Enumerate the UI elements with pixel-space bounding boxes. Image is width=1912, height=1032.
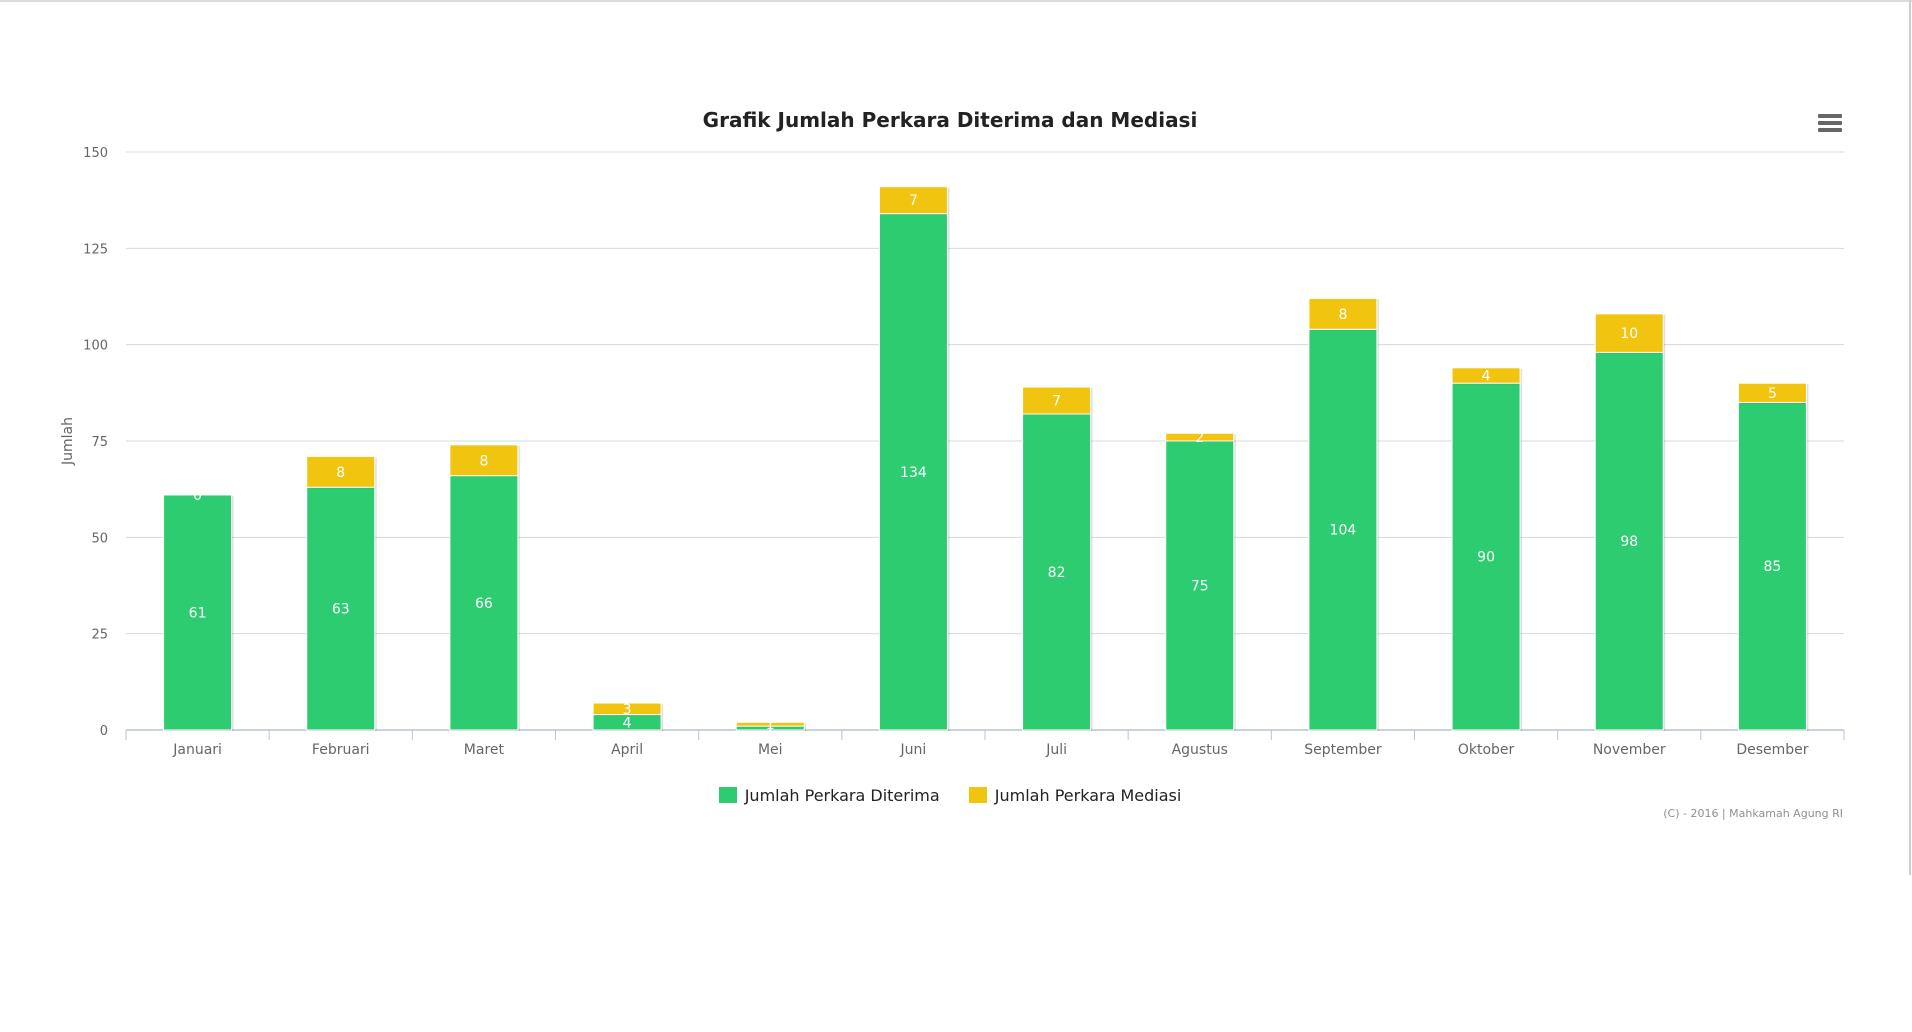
data-label: 4 xyxy=(623,715,632,731)
x-tick-label: November xyxy=(1593,742,1666,758)
legend-item-mediasi[interactable]: Jumlah Perkara Mediasi xyxy=(968,786,1182,805)
x-tick-label: April xyxy=(611,742,643,758)
data-label: 90 xyxy=(1477,550,1495,566)
data-label: 4 xyxy=(1482,368,1491,384)
bar-diterima-juli xyxy=(1022,413,1092,731)
bar-mediasi-februari xyxy=(306,455,376,488)
x-tick-label: Oktober xyxy=(1458,742,1515,758)
legend-label-mediasi: Jumlah Perkara Mediasi xyxy=(994,786,1182,805)
bar-diterima-november xyxy=(1594,351,1664,731)
data-label: 82 xyxy=(1048,565,1066,581)
data-label: 134 xyxy=(900,465,927,481)
chart-title: Grafik Jumlah Perkara Diterima dan Media… xyxy=(702,108,1198,132)
x-tick-label: Juli xyxy=(1045,742,1067,758)
bar-mediasi-november xyxy=(1594,313,1664,353)
y-tick-label: 75 xyxy=(91,435,108,450)
x-tick-label: Agustus xyxy=(1172,742,1228,758)
hamburger-menu-icon[interactable] xyxy=(1818,114,1842,134)
data-label: 66 xyxy=(475,596,493,612)
x-tick-label: Maret xyxy=(464,742,505,758)
data-label: 61 xyxy=(189,605,207,621)
data-label: 7 xyxy=(1052,394,1061,410)
bar-mediasi-juli xyxy=(1022,386,1092,415)
bar-mediasi-desember xyxy=(1737,382,1807,403)
bar-mediasi-maret xyxy=(449,444,519,477)
y-tick-label: 100 xyxy=(83,339,108,354)
y-tick-label: 50 xyxy=(91,531,108,546)
bar-mediasi-mei xyxy=(735,721,805,727)
x-tick-label: Januari xyxy=(172,742,222,758)
bar-diterima-februari xyxy=(306,486,376,731)
x-tick-label: September xyxy=(1304,742,1382,758)
data-label: 85 xyxy=(1764,559,1782,575)
bar-diterima-desember xyxy=(1737,401,1807,731)
x-tick-label: Desember xyxy=(1736,742,1808,758)
right-border xyxy=(1909,0,1911,875)
bar-diterima-maret xyxy=(449,475,519,731)
bar-diterima-agustus xyxy=(1165,440,1235,731)
bar-mediasi-juni xyxy=(878,186,948,215)
x-tick-label: Mei xyxy=(758,742,783,758)
data-label: 1 xyxy=(766,717,775,733)
data-label: 104 xyxy=(1330,523,1357,539)
bar-mediasi-agustus xyxy=(1165,432,1235,442)
data-label: 1 xyxy=(766,721,775,737)
credits-text: (C) - 2016 | Mahkamah Agung RI xyxy=(1663,807,1843,820)
legend-item-diterima[interactable]: Jumlah Perkara Diterima xyxy=(718,786,940,805)
bar-mediasi-april xyxy=(592,702,662,716)
data-label: 98 xyxy=(1620,534,1638,550)
data-label: 75 xyxy=(1191,579,1209,595)
bar-diterima-januari xyxy=(163,494,233,731)
legend-swatch-mediasi xyxy=(968,787,987,803)
top-border xyxy=(0,0,1912,2)
data-label: 2 xyxy=(1195,430,1204,446)
y-tick-label: 25 xyxy=(91,628,108,643)
bar-mediasi-september xyxy=(1308,297,1378,330)
bar-diterima-juni xyxy=(878,213,948,731)
x-tick-label: Februari xyxy=(312,742,370,758)
data-label: 63 xyxy=(332,602,350,618)
data-label: 3 xyxy=(623,702,632,718)
legend-swatch-diterima xyxy=(718,787,737,803)
y-tick-label: 0 xyxy=(100,724,108,739)
data-label: 8 xyxy=(1338,307,1347,323)
legend: Jumlah Perkara Diterima Jumlah Perkara M… xyxy=(0,786,1900,805)
y-tick-label: 125 xyxy=(83,242,108,257)
bar-mediasi-oktober xyxy=(1451,367,1521,384)
data-label: 7 xyxy=(909,193,918,209)
data-label: 8 xyxy=(336,465,345,481)
data-label: 10 xyxy=(1620,326,1638,342)
legend-label-diterima: Jumlah Perkara Diterima xyxy=(744,786,940,805)
data-label: 8 xyxy=(479,453,488,469)
y-axis-title: Jumlah xyxy=(60,417,76,466)
y-tick-label: 150 xyxy=(83,146,108,161)
x-tick-label: Juni xyxy=(900,742,927,758)
data-label: 5 xyxy=(1768,386,1777,402)
data-label: 0 xyxy=(193,488,202,504)
